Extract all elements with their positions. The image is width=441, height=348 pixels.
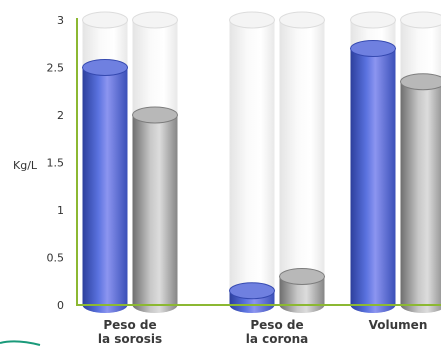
- y-tick-labels: 0 0.5 1 1.5 2 2.5 3: [47, 14, 65, 312]
- bar-series-2: [400, 73, 441, 313]
- bar-series-1: [350, 40, 396, 313]
- category-label: Peso de la sorosis: [98, 318, 162, 346]
- y-axis-label: Kg/L: [13, 159, 38, 172]
- category-label: Peso de la corona: [246, 318, 309, 346]
- background-cylinder: [279, 11, 325, 305]
- bar-series-1: [229, 282, 275, 313]
- category-label: Volumen: [369, 318, 428, 332]
- bar-series-2: [132, 106, 178, 313]
- y-tick-label: 1: [57, 204, 64, 217]
- decorative-swoosh: [0, 340, 41, 346]
- y-tick-label: 0: [57, 299, 64, 312]
- bar-series-layer: [82, 40, 441, 313]
- bar-series-1: [82, 59, 128, 313]
- y-tick-label: 0.5: [47, 252, 65, 265]
- y-tick-label: 2: [57, 109, 64, 122]
- background-cylinder: [229, 11, 275, 305]
- y-tick-label: 3: [57, 14, 64, 27]
- category-labels: Peso de la sorosis Peso de la corona Volumen: [98, 318, 428, 346]
- bar-series-2: [279, 268, 325, 313]
- y-tick-label: 1.5: [47, 157, 65, 170]
- y-tick-label: 2.5: [47, 62, 65, 75]
